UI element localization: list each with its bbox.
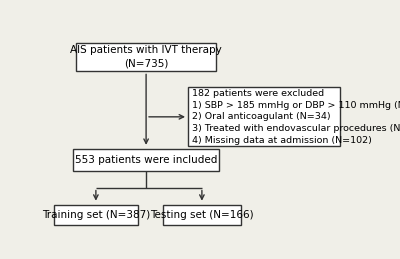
Text: AIS patients with IVT therapy
(N=735): AIS patients with IVT therapy (N=735): [70, 45, 222, 69]
FancyBboxPatch shape: [163, 205, 241, 225]
FancyBboxPatch shape: [188, 88, 340, 146]
Text: Testing set (N=166): Testing set (N=166): [150, 210, 254, 220]
Text: 182 patients were excluded
1) SBP > 185 mmHg or DBP > 110 mmHg (N=26)
2) Oral an: 182 patients were excluded 1) SBP > 185 …: [192, 89, 400, 145]
Text: 553 patients were included: 553 patients were included: [75, 155, 217, 165]
Text: Training set (N=387): Training set (N=387): [42, 210, 150, 220]
FancyBboxPatch shape: [54, 205, 138, 225]
FancyBboxPatch shape: [76, 42, 216, 71]
FancyBboxPatch shape: [73, 149, 219, 171]
